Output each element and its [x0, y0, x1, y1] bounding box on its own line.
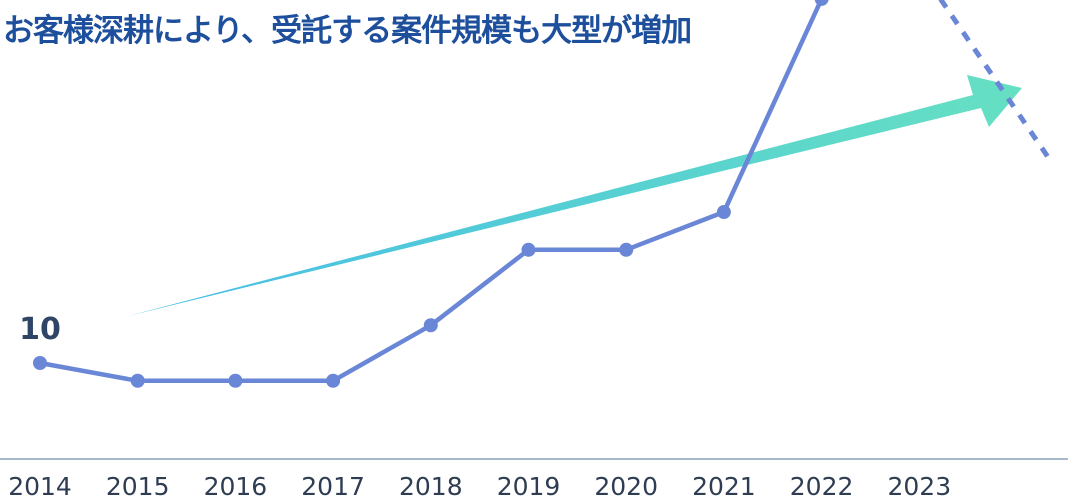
series-line: [39, 0, 831, 384]
x-tick-label: 2020: [594, 472, 658, 501]
x-tick-label: 2014: [8, 472, 72, 501]
x-tick-label: 2022: [790, 472, 854, 501]
data-point: [326, 373, 341, 388]
trend-arrow: [128, 75, 1022, 316]
data-points: [33, 0, 829, 388]
x-tick-label: 2019: [497, 472, 561, 501]
data-point: [814, 0, 829, 6]
x-tick-label: 2023: [887, 472, 951, 501]
data-labels: 1027: [19, 312, 61, 347]
data-point: [423, 318, 438, 333]
x-tick-label: 2018: [399, 472, 463, 501]
projection-dotted-line: [938, 0, 1053, 162]
x-tick-label: 2015: [106, 472, 170, 501]
x-tick-label: 2017: [301, 472, 365, 501]
data-point: [130, 373, 145, 388]
chart-title: お客様深耕により、受託する案件規模も大型が増加: [3, 13, 692, 49]
data-point: [521, 242, 536, 257]
data-point: [228, 373, 243, 388]
data-label: 10: [19, 312, 61, 347]
data-point: [33, 356, 47, 370]
x-tick-label: 2016: [204, 472, 268, 501]
x-tick-labels: 2014 2015 2016 2017 2018 2019 2020 2021 2022 2023: [8, 472, 951, 501]
data-point: [716, 205, 731, 220]
x-tick-label: 2021: [692, 472, 756, 501]
data-point: [619, 242, 634, 257]
